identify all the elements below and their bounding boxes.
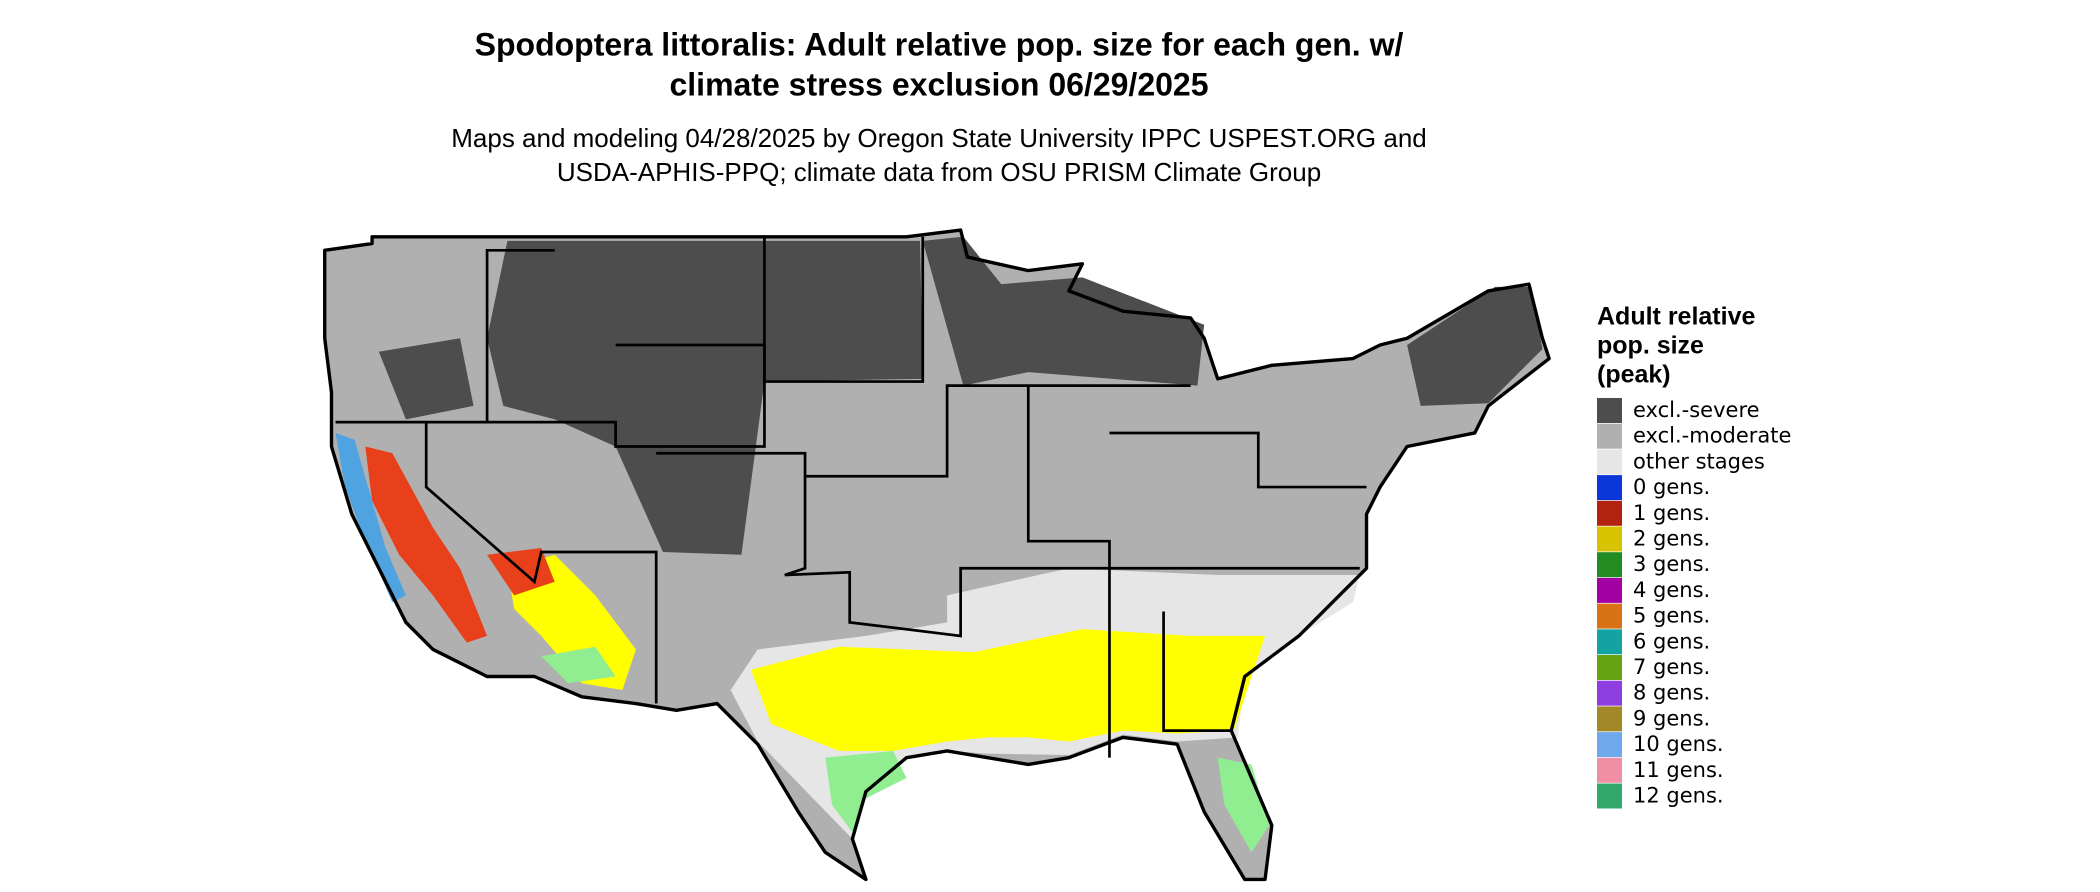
legend-label: 2 gens. xyxy=(1633,527,1710,551)
legend-swatch xyxy=(1597,757,1622,783)
legend-label: 1 gens. xyxy=(1633,501,1710,525)
legend-label: 3 gens. xyxy=(1633,552,1710,576)
legend-swatch xyxy=(1597,732,1622,758)
state-line xyxy=(424,422,658,704)
legend-swatch xyxy=(1597,783,1622,809)
legend-swatch xyxy=(1597,680,1622,706)
legend-swatch xyxy=(1597,398,1622,423)
legend-title: Adult relative xyxy=(1597,303,1755,331)
state-line xyxy=(1026,385,1111,758)
gen-0-region xyxy=(335,432,406,603)
legend-swatch xyxy=(1597,706,1622,732)
legend-label: 10 gens. xyxy=(1633,732,1724,756)
legend-swatch xyxy=(1597,577,1622,603)
subtitle: Maps and modeling 04/28/2025 by Oregon S… xyxy=(451,123,1427,153)
severe-region xyxy=(922,236,1205,386)
state-line xyxy=(656,451,1360,638)
state-lines xyxy=(335,236,1367,758)
legend-label: excl.-severe xyxy=(1633,398,1760,422)
legend-title: (peak) xyxy=(1597,361,1671,389)
gen-2-region xyxy=(507,554,636,691)
legend-swatch xyxy=(1597,449,1622,475)
legend-label: 6 gens. xyxy=(1633,629,1710,653)
title: climate stress exclusion 06/29/2025 xyxy=(669,66,1208,102)
legend-title: pop. size xyxy=(1597,332,1704,360)
us-map xyxy=(323,228,1551,882)
legend-swatch xyxy=(1597,552,1622,578)
legend-swatch xyxy=(1597,603,1622,629)
gen-2-region xyxy=(750,629,1266,751)
severe-region xyxy=(487,240,923,555)
legend-label: 9 gens. xyxy=(1633,706,1710,730)
legend-swatch xyxy=(1597,655,1622,680)
state-line xyxy=(615,236,925,383)
legend-label: 12 gens. xyxy=(1633,784,1724,808)
state-line xyxy=(1162,611,1232,732)
legend-swatch xyxy=(1597,423,1622,449)
legend-label: excl.-moderate xyxy=(1633,424,1791,448)
severe-region xyxy=(378,338,474,420)
legend-label: 5 gens. xyxy=(1633,604,1710,628)
severe-region xyxy=(1407,286,1543,406)
legend-swatch xyxy=(1597,500,1622,526)
state-line xyxy=(805,384,1191,478)
gen-12-region xyxy=(1217,757,1270,853)
legend-swatch xyxy=(1597,629,1622,655)
gen-1-region xyxy=(365,446,488,643)
legend-label: 0 gens. xyxy=(1633,475,1710,499)
title: Spodoptera littoralis: Adult relative po… xyxy=(475,26,1404,62)
legend-swatch xyxy=(1597,526,1622,552)
state-line xyxy=(485,248,555,423)
legend-label: other stages xyxy=(1633,449,1765,473)
subtitle: USDA-APHIS-PPQ; climate data from OSU PR… xyxy=(557,157,1321,187)
legend-label: 4 gens. xyxy=(1633,578,1710,602)
legend-label: 8 gens. xyxy=(1633,681,1710,705)
legend-swatch xyxy=(1597,475,1622,501)
gen-12-region xyxy=(541,646,616,684)
legend-label: 11 gens. xyxy=(1633,758,1724,782)
legend-label: 7 gens. xyxy=(1633,655,1710,679)
state-line xyxy=(1109,431,1367,489)
